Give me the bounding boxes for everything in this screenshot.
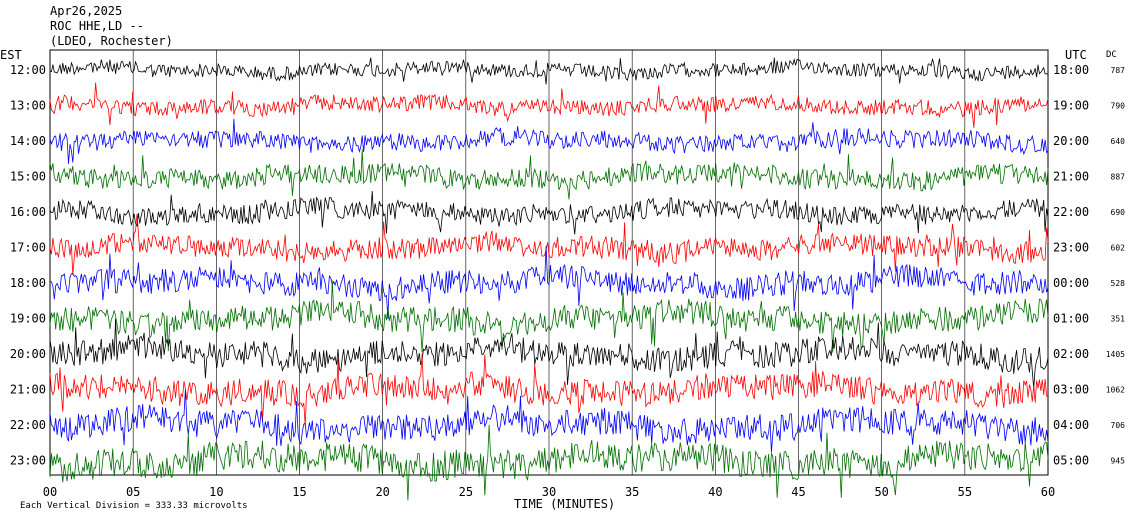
x-tick-label: 30 <box>542 485 556 499</box>
seismic-trace <box>49 246 1049 320</box>
est-row-label: 12:00 <box>10 63 46 77</box>
est-row-label: 21:00 <box>10 383 46 397</box>
seismic-trace <box>49 213 1049 276</box>
dc-row-value: 945 <box>1111 457 1126 466</box>
utc-row-label: 20:00 <box>1053 134 1089 148</box>
dc-row-value: 887 <box>1111 173 1126 182</box>
x-tick-label: 45 <box>791 485 805 499</box>
utc-row-label: 19:00 <box>1053 99 1089 113</box>
seismic-trace <box>49 280 1049 353</box>
utc-row-label: 00:00 <box>1053 276 1089 290</box>
utc-row-label: 05:00 <box>1053 454 1089 468</box>
chart-station: ROC HHE,LD -- <box>50 19 144 33</box>
chart-network: (LDEO, Rochester) <box>50 34 173 48</box>
dc-row-value: 351 <box>1111 315 1126 324</box>
utc-row-label: 22:00 <box>1053 205 1089 219</box>
seismic-trace <box>49 190 1049 235</box>
est-row-label: 20:00 <box>10 347 46 361</box>
est-row-label: 23:00 <box>10 454 46 468</box>
est-row-label: 22:00 <box>10 418 46 432</box>
footer-scale: Each Vertical Division = 333.33 microvol… <box>20 501 248 511</box>
left-axis-label: EST <box>0 48 22 62</box>
dc-row-value: 1405 <box>1106 350 1125 359</box>
utc-row-label: 04:00 <box>1053 418 1089 432</box>
est-row-label: 14:00 <box>10 134 46 148</box>
x-tick-label: 20 <box>375 485 389 499</box>
x-tick-label: 05 <box>126 485 140 499</box>
row-labels: 12:00 18:00 787 13:00 19:00 790 14:00 20:00 640 1… <box>10 63 1125 468</box>
x-tick-label: 35 <box>625 485 639 499</box>
right-axis-label: UTC <box>1065 48 1087 62</box>
dc-row-value: 690 <box>1111 208 1126 217</box>
seismic-trace <box>49 57 1049 85</box>
dc-label: DC <box>1106 50 1117 60</box>
utc-row-label: 01:00 <box>1053 312 1089 326</box>
vertical-grid <box>132 50 966 475</box>
dc-row-value: 706 <box>1111 421 1126 430</box>
seismic-trace <box>49 149 1049 200</box>
x-tick-label: 55 <box>958 485 972 499</box>
x-tick-label: 25 <box>459 485 473 499</box>
x-tick-label: 00 <box>43 485 57 499</box>
dc-row-value: 528 <box>1111 279 1126 288</box>
x-axis-label: TIME (MINUTES) <box>514 497 615 511</box>
dc-row-value: 640 <box>1111 137 1126 146</box>
seismic-trace <box>49 82 1049 128</box>
utc-row-label: 18:00 <box>1053 63 1089 77</box>
x-tick-label: 15 <box>292 485 306 499</box>
seismic-trace <box>49 389 1049 453</box>
dc-row-value: 787 <box>1111 66 1126 75</box>
utc-row-label: 03:00 <box>1053 383 1089 397</box>
utc-row-label: 02:00 <box>1053 347 1089 361</box>
dc-row-value: 602 <box>1111 244 1126 253</box>
chart-date: Apr26,2025 <box>50 4 122 18</box>
est-row-label: 16:00 <box>10 205 46 219</box>
utc-row-label: 21:00 <box>1053 170 1089 184</box>
est-row-label: 19:00 <box>10 312 46 326</box>
utc-row-label: 23:00 <box>1053 241 1089 255</box>
x-tick-label: 50 <box>874 485 888 499</box>
x-tick-label: 10 <box>209 485 223 499</box>
x-ticks: 00 05 10 15 20 25 30 35 40 45 50 55 60 <box>43 485 1055 499</box>
seismic-trace <box>49 424 1049 501</box>
dc-row-value: 1062 <box>1106 386 1125 395</box>
est-row-label: 17:00 <box>10 241 46 255</box>
seismic-trace <box>49 353 1049 426</box>
seismic-trace <box>49 118 1049 164</box>
est-row-label: 18:00 <box>10 276 46 290</box>
x-tick-label: 40 <box>708 485 722 499</box>
x-tick-label: 60 <box>1041 485 1055 499</box>
dc-row-value: 790 <box>1111 102 1126 111</box>
est-row-label: 15:00 <box>10 170 46 184</box>
seismic-trace <box>49 318 1049 389</box>
est-row-label: 13:00 <box>10 99 46 113</box>
traces <box>49 57 1049 501</box>
